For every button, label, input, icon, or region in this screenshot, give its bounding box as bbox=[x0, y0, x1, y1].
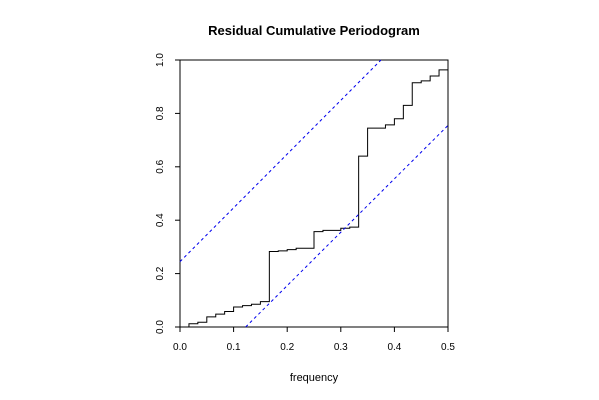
x-tick-label: 0.2 bbox=[280, 342, 294, 353]
y-tick-label: 0.0 bbox=[155, 320, 166, 334]
plot-frame bbox=[179, 59, 449, 328]
plot-area bbox=[179, 59, 449, 328]
x-tick-label: 0.3 bbox=[334, 342, 348, 353]
x-tick-label: 0.1 bbox=[227, 342, 241, 353]
x-axis: 0.0 0.1 0.2 0.3 0.4 0.5 bbox=[173, 326, 455, 353]
confidence-band-line-2 bbox=[245, 125, 449, 328]
y-tick-label: 0.4 bbox=[155, 213, 166, 227]
cumulative-periodogram-line bbox=[180, 60, 449, 328]
y-tick-label: 1.0 bbox=[155, 53, 166, 67]
chart-title: Residual Cumulative Periodogram bbox=[208, 23, 420, 38]
y-tick-label: 0.2 bbox=[155, 266, 166, 280]
y-axis: 0.0 0.2 0.4 0.6 0.8 1.0 bbox=[155, 53, 181, 334]
confidence-band-line-1 bbox=[179, 59, 382, 262]
x-tick-label: 0.0 bbox=[173, 342, 187, 353]
y-tick-label: 0.8 bbox=[155, 106, 166, 120]
y-tick-label: 0.6 bbox=[155, 159, 166, 173]
x-tick-label: 0.4 bbox=[387, 342, 401, 353]
x-tick-label: 0.5 bbox=[441, 342, 455, 353]
x-axis-label: frequency bbox=[290, 372, 339, 384]
